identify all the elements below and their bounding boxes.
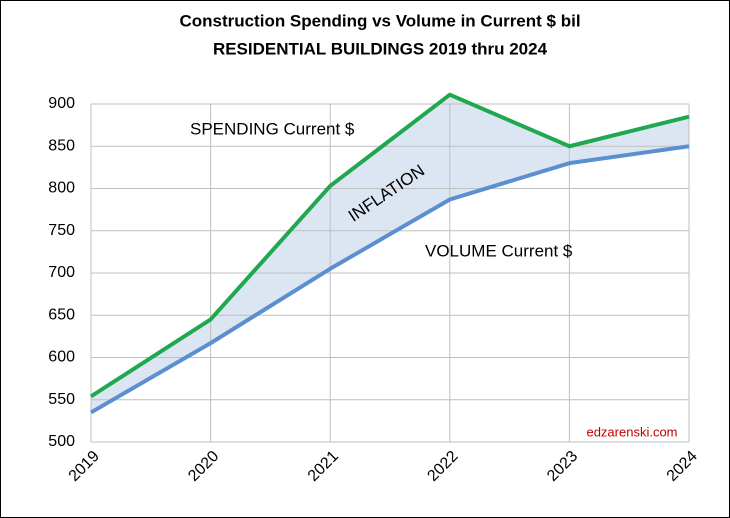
chart-subtitle: RESIDENTIAL BUILDINGS 2019 thru 2024 [213,39,548,58]
y-tick-label: 850 [48,137,75,154]
y-tick-label: 650 [48,306,75,323]
y-tick-label: 800 [48,180,75,197]
y-tick-label: 500 [48,433,75,450]
series-label: VOLUME Current $ [425,241,573,260]
y-tick-label: 750 [48,222,75,239]
y-tick-label: 550 [48,391,75,408]
series-label: SPENDING Current $ [190,119,355,138]
source-label: edzarenski.com [586,424,677,439]
series-line [89,144,690,415]
y-tick-label: 700 [48,264,75,281]
series-line [89,92,690,399]
chart-title: Construction Spending vs Volume in Curre… [179,11,580,30]
y-tick-label: 900 [48,95,75,112]
inflation-band [91,94,689,413]
y-tick-label: 600 [48,349,75,366]
